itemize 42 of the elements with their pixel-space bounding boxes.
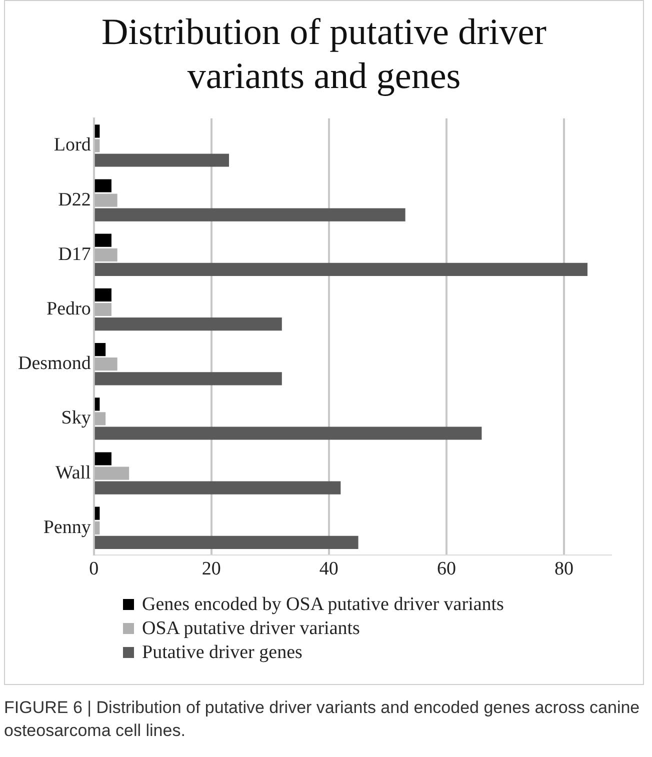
bar	[94, 466, 130, 480]
bar	[94, 521, 100, 534]
x-tick-label: 60	[436, 558, 456, 580]
bar	[94, 412, 106, 426]
y-tick-label: Desmond	[18, 352, 92, 374]
x-tick-label: 80	[554, 558, 574, 580]
bar	[94, 153, 229, 167]
x-tick-label: 20	[202, 558, 221, 580]
chart-title: Distribution of putative driver variants and genes	[100, 11, 548, 100]
bar	[94, 481, 341, 494]
bar	[94, 342, 106, 356]
legend-label: OSA putative driver variants	[142, 618, 360, 640]
bar	[94, 536, 358, 549]
x-tick-label: 0	[89, 558, 99, 580]
bar	[94, 372, 282, 385]
caption: FIGURE 6 | Distribution of putative driver variants and encoded genes across canine osteosarcoma cell lines.	[3, 696, 641, 742]
bar	[94, 138, 100, 152]
legend-label: Genes encoded by OSA putative driver variants	[142, 594, 504, 616]
legend-label: Putative driver genes	[142, 642, 302, 664]
bar	[94, 248, 118, 262]
y-tick-label: Sky	[61, 407, 92, 428]
y-tick-label: D17	[58, 244, 91, 265]
bar	[94, 194, 118, 207]
bar	[94, 506, 100, 520]
y-tick-label: Wall	[55, 462, 91, 484]
y-tick-label: Lord	[54, 134, 92, 156]
bar	[94, 234, 112, 247]
bar	[94, 288, 112, 302]
bar	[94, 208, 406, 222]
y-tick-label: D22	[58, 189, 91, 210]
bar	[94, 178, 112, 192]
bar	[94, 357, 118, 370]
bar	[94, 426, 482, 440]
x-tick-label: 40	[319, 558, 338, 580]
bar	[94, 397, 100, 410]
bar	[94, 317, 282, 330]
bar	[94, 452, 112, 466]
y-tick-label: Pedro	[46, 298, 91, 320]
bar	[94, 302, 112, 316]
bar	[94, 124, 100, 138]
y-tick-label: Penny	[43, 516, 92, 538]
bar	[94, 262, 588, 276]
